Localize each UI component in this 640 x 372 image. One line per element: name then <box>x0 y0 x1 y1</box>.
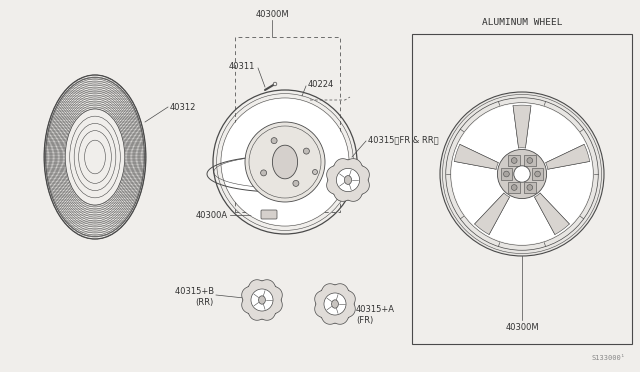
Text: 40315⁠+B: 40315⁠+B <box>175 288 214 296</box>
Circle shape <box>316 285 354 323</box>
Ellipse shape <box>273 145 298 179</box>
Circle shape <box>303 148 309 154</box>
Circle shape <box>312 170 317 174</box>
Polygon shape <box>475 193 509 234</box>
Bar <box>532 168 543 180</box>
Circle shape <box>260 170 267 176</box>
Bar <box>412 34 632 344</box>
Bar <box>235 37 340 212</box>
Circle shape <box>337 169 360 192</box>
Text: (RR): (RR) <box>196 298 214 308</box>
Bar <box>524 155 536 166</box>
Circle shape <box>245 122 325 202</box>
Polygon shape <box>534 193 570 234</box>
Circle shape <box>251 289 273 311</box>
Text: 40300M: 40300M <box>255 10 289 19</box>
Text: 40224: 40224 <box>308 80 334 89</box>
Polygon shape <box>513 105 531 148</box>
Polygon shape <box>242 280 282 320</box>
Text: 40300M: 40300M <box>505 324 539 333</box>
FancyBboxPatch shape <box>261 210 277 219</box>
Text: 40315〈FR & RR〉: 40315〈FR & RR〉 <box>368 135 438 144</box>
Circle shape <box>271 138 277 144</box>
Circle shape <box>497 150 547 199</box>
Bar <box>500 168 512 180</box>
Circle shape <box>534 171 540 177</box>
Ellipse shape <box>65 109 125 205</box>
Text: S133000¹: S133000¹ <box>592 355 626 361</box>
Circle shape <box>527 158 532 163</box>
Circle shape <box>440 92 604 256</box>
Polygon shape <box>326 159 369 201</box>
Text: ALUMINUM WHEEL: ALUMINUM WHEEL <box>482 17 563 26</box>
Circle shape <box>221 99 348 225</box>
Ellipse shape <box>344 176 351 185</box>
Text: 40311: 40311 <box>228 61 255 71</box>
Polygon shape <box>454 144 499 169</box>
Ellipse shape <box>259 296 266 304</box>
Text: 40315+A: 40315+A <box>356 305 395 314</box>
Circle shape <box>243 281 281 319</box>
Ellipse shape <box>332 300 339 308</box>
Circle shape <box>324 293 346 315</box>
Circle shape <box>273 82 277 86</box>
Text: (FR): (FR) <box>356 315 373 324</box>
Polygon shape <box>546 144 589 169</box>
Bar <box>508 155 520 166</box>
Circle shape <box>328 160 368 200</box>
Bar <box>524 182 536 193</box>
Text: 40312: 40312 <box>170 103 196 112</box>
Circle shape <box>293 180 299 186</box>
Circle shape <box>511 185 517 190</box>
Circle shape <box>504 171 509 177</box>
Polygon shape <box>315 284 355 324</box>
Circle shape <box>514 166 530 182</box>
Circle shape <box>527 185 532 190</box>
Bar <box>508 182 520 193</box>
Circle shape <box>451 103 593 244</box>
Text: 40300A: 40300A <box>196 211 228 219</box>
Circle shape <box>511 158 517 163</box>
